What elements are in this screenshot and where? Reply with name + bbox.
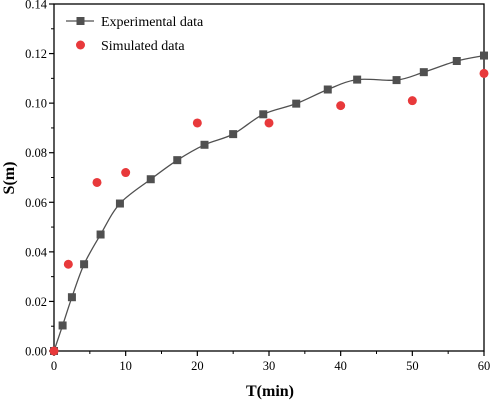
y-tick-label: 0.02 (25, 295, 47, 309)
y-tick-label: 0.04 (25, 245, 48, 259)
legend: Experimental data Simulated data (66, 15, 204, 54)
experimental-point (419, 68, 428, 77)
x-tick-label: 40 (334, 359, 347, 373)
x-tick-label: 50 (406, 359, 419, 373)
legend-label-simulated: Simulated data (101, 39, 185, 54)
x-tick-label: 30 (263, 359, 276, 373)
y-tick-label: 0.06 (25, 196, 47, 210)
experimental-point (146, 175, 155, 184)
axes: 0 10 20 30 40 50 60 0.00 0.02 0.04 0.06 0.08 0.10 0.1… (25, 0, 490, 373)
legend-label-experimental: Experimental data (101, 15, 204, 30)
plot-frame (53, 3, 485, 352)
simulated-point (63, 259, 73, 269)
simulated-point (264, 118, 274, 128)
y-tick-label: 0.14 (25, 0, 48, 12)
experimental-point (173, 156, 182, 165)
experimental-point (392, 76, 401, 85)
experimental-point (353, 75, 362, 84)
experimental-point (259, 110, 268, 119)
x-axis-title: T(min) (246, 383, 294, 400)
experimental-point (323, 85, 332, 94)
y-tick-label: 0.08 (25, 146, 47, 160)
experimental-point (115, 199, 124, 208)
series-area (49, 51, 489, 356)
experimental-point (200, 140, 209, 149)
simulated-point (479, 68, 489, 78)
experimental-point (80, 260, 89, 269)
y-tick-label: 0.10 (25, 97, 47, 111)
y-axis-title: S(m) (1, 162, 18, 195)
experimental-point (67, 293, 76, 302)
simulated-point (121, 168, 131, 178)
experimental-point (58, 321, 67, 330)
experimental-point (480, 51, 488, 60)
y-tick-label: 0.12 (25, 47, 47, 61)
x-tick-label: 20 (191, 359, 204, 373)
legend-marker-simulated (76, 40, 85, 50)
simulated-point (49, 346, 59, 356)
simulated-point (336, 101, 346, 111)
x-tick-label: 60 (478, 359, 491, 373)
x-tick-label: 10 (119, 359, 132, 373)
legend-marker-experimental (76, 17, 85, 25)
experimental-point (292, 99, 301, 108)
simulated-point (407, 96, 417, 106)
simulated-point (192, 118, 202, 128)
x-tick-label: 0 (51, 359, 57, 373)
experimental-point (452, 57, 461, 66)
y-tick-label: 0.00 (25, 345, 47, 359)
experimental-point (229, 130, 238, 139)
experimental-point (96, 230, 105, 239)
simulated-point (92, 177, 102, 187)
